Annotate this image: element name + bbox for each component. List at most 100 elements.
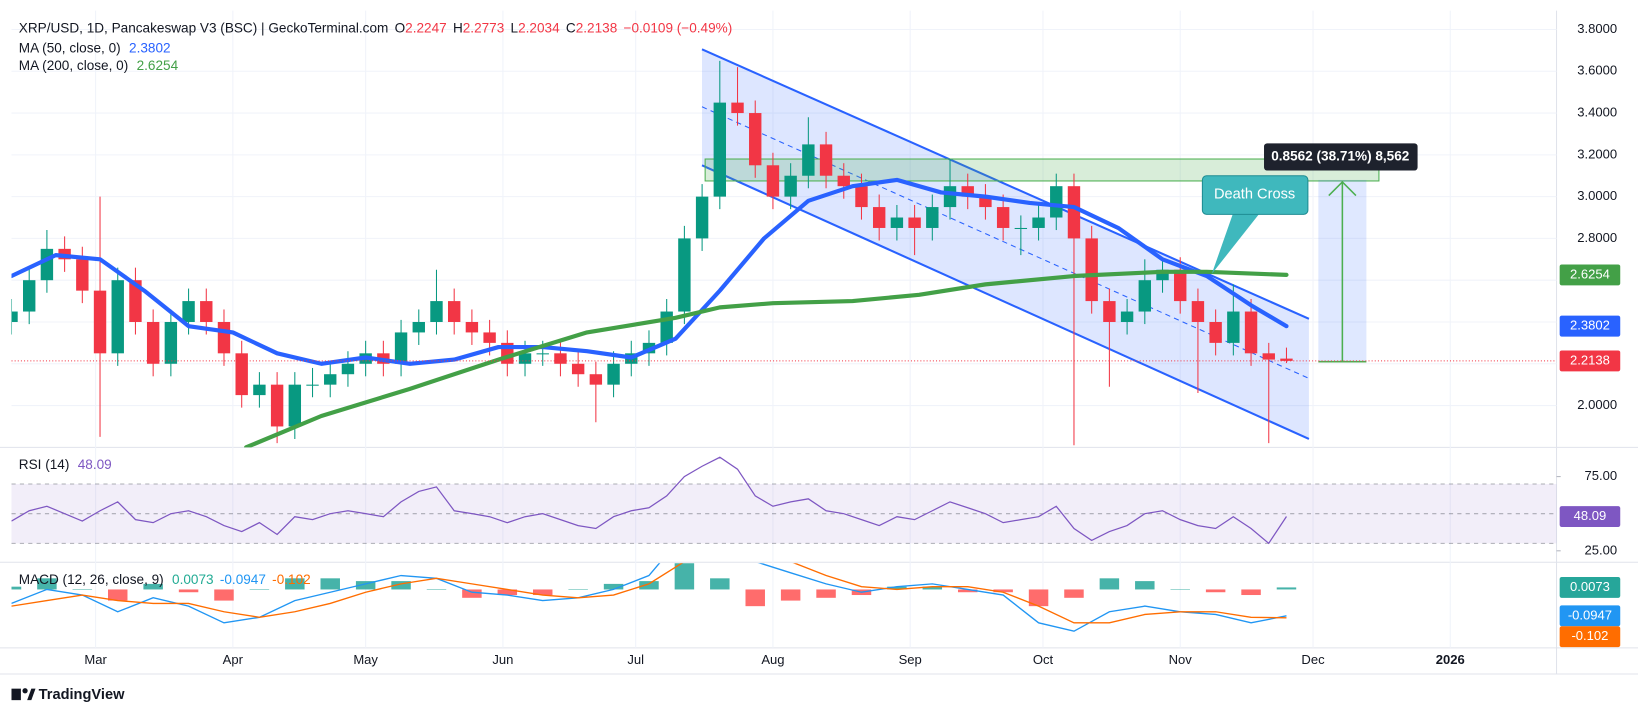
candle-body [93, 290, 107, 354]
candle-body [1067, 186, 1081, 239]
macd-histogram-bar [745, 589, 765, 607]
macd-histogram-bar [1205, 589, 1226, 593]
macd-histogram-bar [568, 589, 588, 590]
candle-body [890, 217, 904, 228]
rsi-value: 48.09 [78, 457, 112, 472]
macd-histogram-bar [214, 589, 234, 601]
candle-body [731, 102, 744, 114]
macd-histogram-bar [320, 578, 340, 590]
candle-body [1227, 311, 1240, 343]
macd-histogram-bar [1241, 589, 1261, 596]
candle-body [819, 144, 833, 176]
macd-histogram-bar [532, 589, 553, 596]
rsi [11, 456, 1557, 545]
channel-mid [701, 106, 1310, 379]
ma-badge [1559, 264, 1621, 286]
candle-body [855, 186, 868, 208]
open: 2.2247 [405, 20, 447, 35]
change: −0.0109 (−0.49%) [624, 20, 733, 35]
legend-value: 2.6254 [137, 58, 179, 73]
candle-body [430, 301, 443, 322]
candle-body [518, 353, 532, 364]
y-tick-label: 3.2000 [1577, 146, 1617, 161]
ohlc-key: H [453, 20, 463, 35]
y-tick-label: 25.00 [1584, 542, 1617, 557]
high: 2.2773 [463, 20, 505, 35]
macd-hist-badge-label: 0.0073 [1570, 579, 1610, 594]
macd-histogram-bar [249, 589, 270, 590]
logo-mark [22, 688, 28, 694]
ohlc-key: C [566, 20, 576, 35]
symbol: XRP/USD, 1D, Pancakeswap V3 (BSC) | Geck… [19, 20, 389, 35]
macd-histogram-bar [1064, 589, 1084, 598]
macd-histogram-bar [603, 583, 624, 590]
candle-body [571, 363, 585, 375]
candle-body [483, 332, 496, 343]
y-tick-label: 3.0000 [1577, 188, 1617, 203]
candle-body [766, 165, 780, 197]
legend-value: 2.3802 [129, 40, 171, 55]
candle-body [1191, 301, 1205, 322]
candle-body [164, 321, 178, 364]
macd-histogram-bar [11, 586, 22, 590]
macd-histogram-bar [887, 586, 907, 590]
callout-label: Death Cross [1214, 186, 1295, 202]
ma-badge-label: 2.6254 [1570, 266, 1610, 281]
candle-body [1209, 321, 1222, 343]
macd-histogram-bar [143, 583, 163, 590]
x-tick-label: Jul [627, 652, 644, 667]
x-tick-label: May [353, 652, 378, 667]
candle-body [1032, 217, 1045, 228]
measure-label-box [1264, 143, 1418, 171]
ohlc-key: L [511, 20, 519, 35]
macd-histogram-bar [178, 589, 199, 593]
macd-histogram-bar [1135, 581, 1155, 590]
candle-body [554, 353, 567, 364]
candle-body [678, 238, 691, 312]
candle-body [1138, 280, 1152, 312]
macd-badge [1559, 605, 1621, 627]
candle-body [1085, 238, 1098, 302]
callout-box [1201, 175, 1309, 215]
low: 2.2034 [518, 20, 560, 35]
macd-hist-badge [1559, 576, 1621, 598]
header: XRP/USD, 1D, Pancakeswap V3 (BSC) | Geck… [19, 20, 732, 35]
macd [11, 563, 1297, 632]
x-tick-label: Aug [761, 652, 784, 667]
candle-body [1050, 186, 1063, 218]
macd-badge-label: -0.0947 [1568, 607, 1612, 622]
candle-body [713, 102, 727, 197]
candle-body [270, 384, 284, 427]
grid [0, 10, 1638, 675]
candle-body [695, 196, 709, 239]
candle-body [872, 207, 886, 228]
measure-label: 0.8562 (38.71%) 8,562 [1271, 149, 1410, 164]
x-tick-label: Oct [1033, 652, 1054, 667]
candle-body [1262, 353, 1275, 360]
candle-body [11, 311, 18, 322]
candle-body [1103, 301, 1116, 322]
macd-histogram-bar [107, 589, 128, 601]
channel-fill [702, 49, 1309, 439]
candle-body [943, 186, 957, 208]
macd-histogram-bar [1170, 589, 1190, 590]
moving-average [11, 177, 1289, 366]
x-tick-label: Apr [223, 652, 244, 667]
macd-histogram-bar [426, 589, 447, 590]
candle-body [253, 384, 266, 396]
legend-ma50: MA (50, close, 0) 2.3802 [19, 40, 171, 55]
candle-body [607, 363, 620, 385]
signal-value: -0.102 [272, 572, 311, 587]
candle-body [200, 301, 213, 322]
macd-line [11, 563, 1287, 624]
rsi-line [11, 456, 1288, 545]
candle-body [288, 384, 302, 427]
x-tick-label: Dec [1301, 652, 1325, 667]
candle-body [182, 301, 195, 322]
y-tick-label: 75.00 [1584, 468, 1617, 483]
candle-body [217, 321, 231, 354]
candle-body [40, 248, 54, 281]
ma-badge [1559, 315, 1621, 337]
channel-lower [701, 164, 1310, 440]
x-tick-label: Nov [1169, 652, 1193, 667]
